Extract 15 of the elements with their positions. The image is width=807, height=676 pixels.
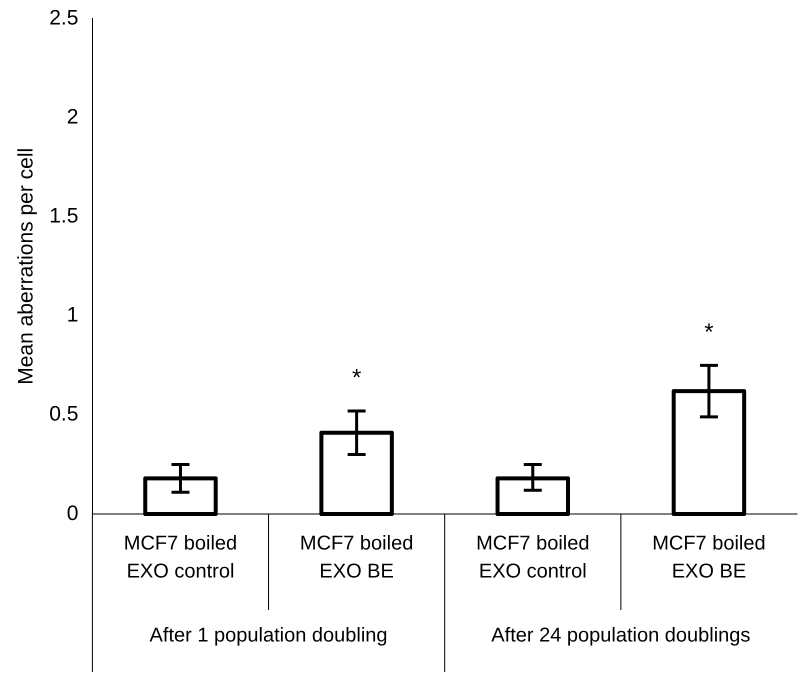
y-tick-label: 1.5 <box>49 204 78 228</box>
y-tick-label: 2.5 <box>49 6 78 30</box>
text: After 1 population doubling <box>150 624 388 647</box>
data-label: * <box>352 364 362 392</box>
text: After 24 population doublings <box>491 624 750 647</box>
x-tick-label: MCF7 boiled EXO BE <box>300 532 414 583</box>
y-tick-label: 2 <box>66 105 78 128</box>
x-tick-label: MCF7 boiled EXO BE <box>652 532 766 583</box>
data-label: * <box>704 319 714 346</box>
y-tick-label: 1 <box>66 304 78 327</box>
y-axis-title: Mean aberrations per cell <box>14 148 38 385</box>
x-tick-label: MCF7 boiled EXO control <box>476 532 590 583</box>
y-tick-label: 0.5 <box>49 402 78 426</box>
y-tick-label: 0 <box>66 502 78 525</box>
x-tick-label: MCF7 boiled EXO control <box>124 532 238 583</box>
